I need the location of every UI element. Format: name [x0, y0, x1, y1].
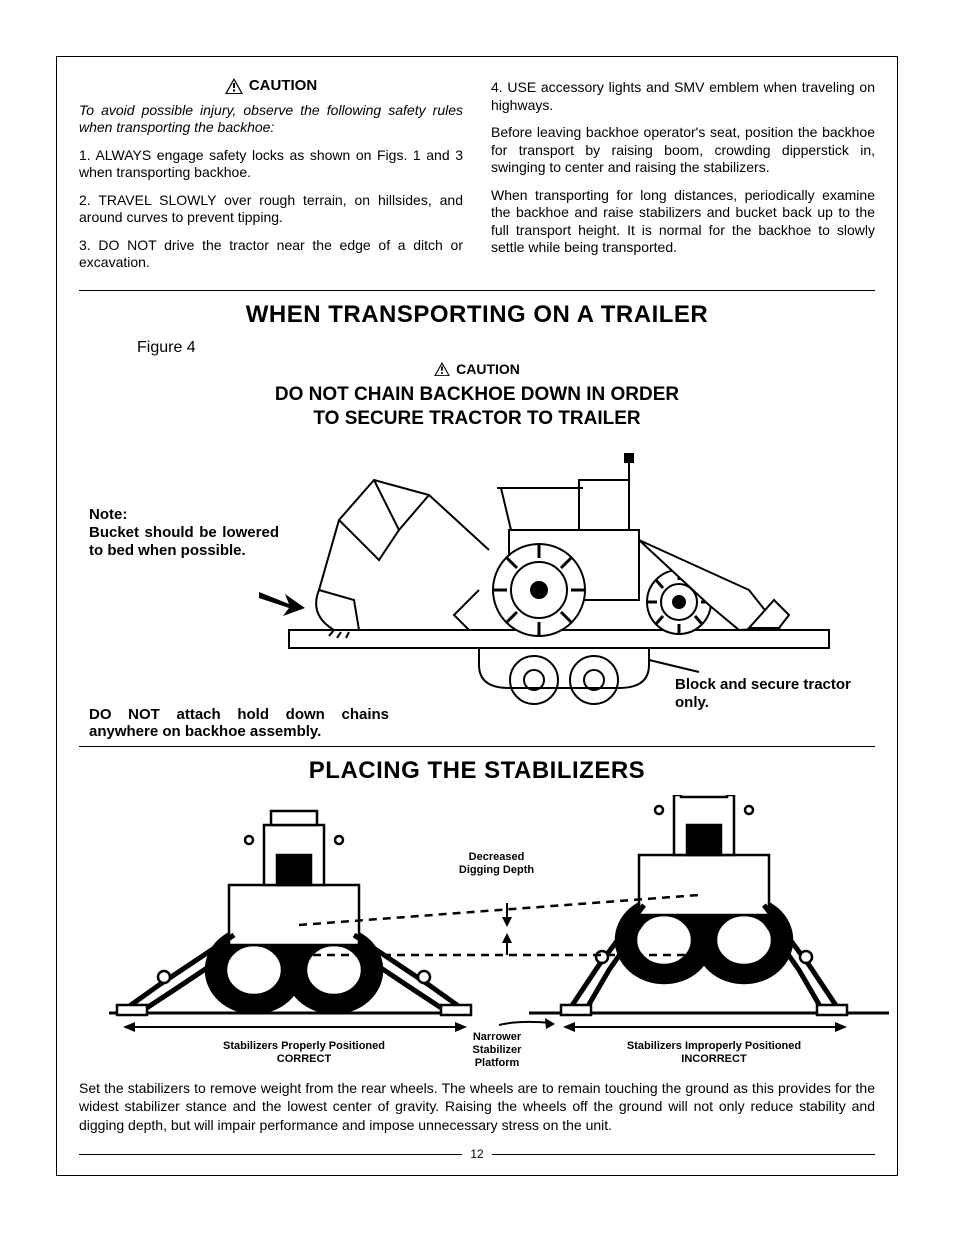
trailer-heading-l1: DO NOT CHAIN BACKHOE DOWN IN ORDER [275, 384, 679, 405]
warning-icon [225, 78, 243, 94]
trailer-caution-row: CAUTION [79, 361, 875, 377]
stabilizers-body: Set the stabilizers to remove weight fro… [79, 1079, 875, 1134]
top-columns: CAUTION To avoid possible injury, observ… [79, 77, 875, 282]
page-number-row: 12 [57, 1147, 897, 1161]
page-rule-left [79, 1154, 462, 1155]
incorrect-label: Stabilizers Improperly Positioned INCORR… [599, 1040, 829, 1065]
figure-4-label: Figure 4 [137, 339, 875, 357]
rule-3: 3. DO NOT drive the tractor near the edg… [79, 237, 463, 272]
figure-4-donot: DO NOT attach hold down chains anywhere … [89, 706, 389, 741]
section-1-title: WHEN TRANSPORTING ON A TRAILER [79, 301, 875, 329]
stabilizers-figure-wrap: Decreased Digging Depth [79, 795, 875, 1075]
page: CAUTION To avoid possible injury, observ… [0, 0, 954, 1235]
figure-4-block: Block and secure tractor only. [675, 676, 865, 712]
note-body: Bucket should be lowered to bed when pos… [89, 524, 279, 559]
content-frame: CAUTION To avoid possible injury, observ… [56, 56, 898, 1176]
stabilizers-illustration [99, 795, 899, 1045]
caution-label: CAUTION [456, 361, 520, 377]
left-column: CAUTION To avoid possible injury, observ… [79, 77, 463, 282]
page-rule-right [492, 1154, 875, 1155]
warning-icon [434, 362, 450, 376]
caution-label: CAUTION [249, 77, 317, 96]
rule-5: Before leaving backhoe operator's seat, … [491, 124, 875, 177]
divider-2 [79, 746, 875, 747]
divider-1 [79, 290, 875, 291]
note-label: Note: [89, 506, 127, 523]
intro-text: To avoid possible injury, observe the fo… [79, 102, 463, 137]
rule-4: 4. USE accessory lights and SMV emblem w… [491, 79, 875, 114]
figure-4-wrap: Note: Bucket should be lowered to bed wh… [79, 440, 875, 740]
rule-1: 1. ALWAYS engage safety locks as shown o… [79, 147, 463, 182]
figure-4-note: Note: Bucket should be lowered to bed wh… [89, 506, 279, 560]
caution-header-trailer: CAUTION [79, 361, 875, 377]
trailer-heading-l2: TO SECURE TRACTOR TO TRAILER [313, 408, 640, 429]
trailer-heading: DO NOT CHAIN BACKHOE DOWN IN ORDER TO SE… [79, 383, 875, 431]
right-column: 4. USE accessory lights and SMV emblem w… [491, 77, 875, 282]
caution-header-left: CAUTION [79, 77, 463, 96]
page-number: 12 [470, 1147, 483, 1161]
narrower-label: Narrower Stabilizer Platform [447, 1031, 547, 1069]
correct-label: Stabilizers Properly Positioned CORRECT [199, 1040, 409, 1065]
section-2-title: PLACING THE STABILIZERS [79, 757, 875, 785]
rule-2: 2. TRAVEL SLOWLY over rough terrain, on … [79, 192, 463, 227]
rule-6: When transporting for long distances, pe… [491, 187, 875, 257]
